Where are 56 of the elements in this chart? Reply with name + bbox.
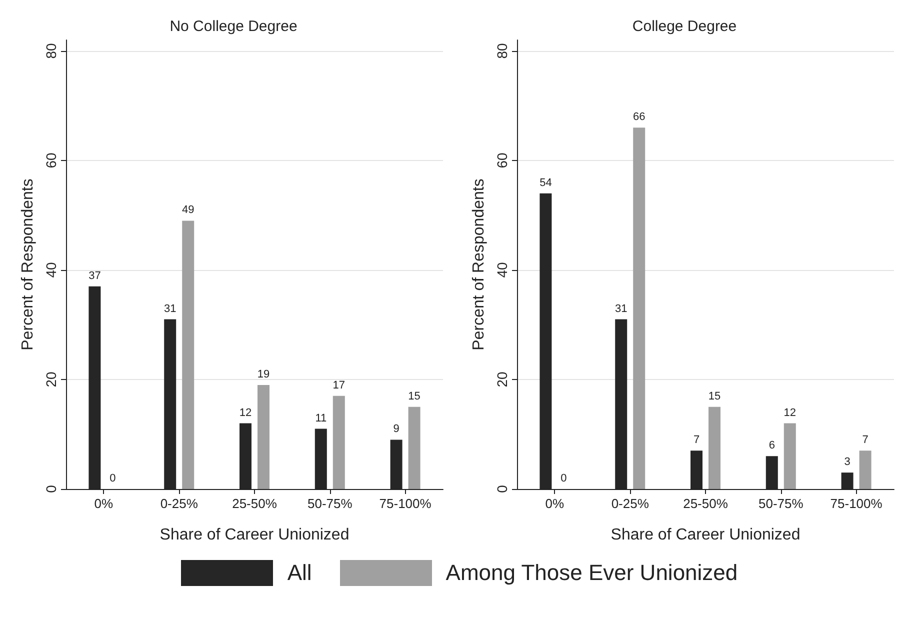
bar (708, 406, 720, 489)
y-tick-label: 0 (43, 484, 59, 493)
data-label: 9 (393, 423, 400, 436)
data-label: 0 (560, 472, 567, 484)
data-label: 37 (88, 270, 101, 282)
x-tick-label: 25-50% (232, 496, 278, 511)
x-tick-label: 75-100% (830, 496, 883, 511)
y-tick-label: 0 (494, 484, 510, 493)
data-label: 31 (614, 302, 628, 315)
y-tick-label: 40 (494, 262, 510, 278)
y-axis-title: Percent of Respondents (470, 178, 488, 350)
data-label: 0 (110, 472, 116, 484)
x-tick-label: 0% (545, 496, 565, 511)
data-label: 66 (632, 111, 646, 124)
data-label: 6 (768, 440, 775, 452)
data-label: 31 (164, 302, 176, 315)
data-label: 49 (182, 204, 194, 216)
x-tick-label: 0-25% (611, 496, 650, 511)
y-tick-label: 40 (43, 262, 59, 278)
data-label: 15 (408, 390, 420, 402)
x-tick-label: 0% (94, 496, 114, 511)
bar (408, 406, 420, 489)
chart-title: College Degree (632, 18, 737, 35)
chart-title: No College Degree (170, 18, 298, 35)
y-axis-title: Percent of Respondents (20, 178, 36, 350)
data-label: 17 (332, 379, 346, 392)
x-axis-title: Share of Career Unionized (160, 526, 350, 544)
data-label: 7 (862, 434, 868, 446)
bar (859, 450, 872, 489)
y-tick-label: 60 (43, 152, 59, 168)
x-tick-label: 25-50% (683, 496, 728, 511)
data-label: 12 (784, 406, 796, 419)
y-tick-label: 20 (43, 371, 59, 388)
x-axis-title: Share of Career Unionized (610, 526, 800, 544)
data-label: 15 (708, 390, 721, 402)
y-tick-label: 20 (494, 371, 510, 388)
data-label: 19 (257, 368, 270, 380)
data-label: 12 (239, 406, 252, 419)
bar (784, 423, 796, 489)
x-tick-label: 50-75% (307, 496, 353, 511)
data-label: 7 (693, 434, 700, 446)
bar (182, 220, 194, 489)
legend-label: Among Those Ever Unionized (446, 560, 738, 586)
x-tick-label: 0-25% (160, 496, 198, 511)
data-label: 11 (315, 412, 327, 424)
bar (633, 128, 646, 489)
data-label: 3 (844, 456, 850, 468)
y-tick-label: 80 (43, 42, 59, 59)
y-tick-label: 60 (494, 152, 510, 168)
legend-label: All (287, 560, 312, 586)
data-label: 54 (540, 176, 552, 189)
x-tick-label: 50-75% (758, 496, 804, 511)
bar (332, 396, 345, 489)
bar (258, 384, 270, 489)
x-tick-label: 75-100% (379, 496, 432, 511)
y-tick-label: 80 (494, 42, 510, 59)
